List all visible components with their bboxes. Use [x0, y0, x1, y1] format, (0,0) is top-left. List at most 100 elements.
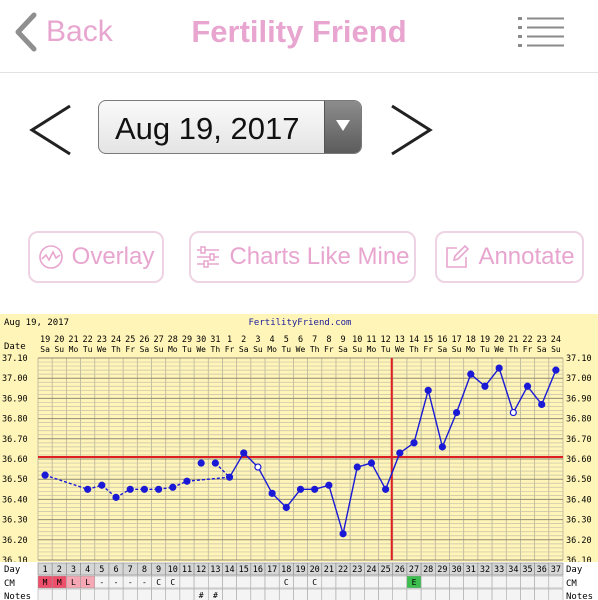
day-number: 24 — [366, 565, 376, 575]
date-label: 29 — [182, 335, 192, 345]
temp-point — [353, 463, 361, 471]
day-number: 20 — [310, 565, 320, 575]
back-button[interactable]: Back — [12, 12, 113, 52]
day-number: 4 — [85, 565, 90, 575]
weekday-label: Sa — [338, 345, 348, 354]
overlay-label: Overlay — [71, 243, 155, 270]
date-label: 20 — [54, 335, 64, 345]
notes-cell — [477, 588, 493, 600]
notes-cell — [364, 588, 379, 600]
cm-cell — [208, 575, 223, 589]
temp-line-segment — [427, 390, 444, 448]
temp-point — [552, 366, 560, 374]
day-number: 36 — [537, 565, 547, 575]
date-label: 23 — [537, 335, 547, 345]
date-label: 10 — [352, 335, 362, 345]
date-label: 12 — [381, 335, 391, 345]
temp-line-segment — [498, 367, 515, 413]
temp-point — [495, 364, 503, 372]
cm-value: C — [170, 578, 175, 587]
date-label: 31 — [210, 335, 220, 345]
weekday-label: We — [97, 345, 107, 354]
cm-value: - — [114, 578, 119, 587]
temp-line-segment — [285, 488, 302, 508]
weekday-label: Sa — [438, 345, 448, 354]
day-row-label: Day — [4, 565, 21, 575]
temp-point — [155, 485, 163, 493]
date-label: 15 — [423, 335, 433, 345]
temp-point — [84, 485, 92, 493]
y-tick-label: 36.50 — [2, 475, 28, 485]
charts-like-mine-label: Charts Like Mine — [229, 243, 410, 270]
y-tick-label: 36.90 — [2, 394, 28, 404]
weekday-label: Fr — [225, 345, 235, 354]
temp-point — [254, 463, 262, 471]
notes-cell — [321, 588, 337, 600]
notes-cell — [307, 588, 323, 600]
temp-point — [367, 459, 376, 467]
y-tick-label: 36.60 — [2, 455, 28, 465]
cm-cell — [236, 575, 252, 589]
date-label: 26 — [139, 335, 149, 345]
notes-cell — [449, 588, 464, 600]
weekday-label: Tu — [281, 345, 291, 354]
notes-cell — [66, 588, 81, 600]
dropdown-button[interactable] — [324, 101, 361, 153]
weekday-label: We — [196, 345, 206, 354]
day-number: 30 — [451, 565, 461, 575]
date-select[interactable]: Aug 19, 2017 — [98, 100, 362, 154]
date-label: 6 — [298, 335, 303, 345]
charts-like-mine-button[interactable]: Charts Like Mine — [189, 231, 416, 283]
day-number: 31 — [466, 565, 476, 575]
date-label: 28 — [168, 335, 178, 345]
chevron-left-icon — [15, 12, 37, 52]
temp-point — [523, 382, 532, 390]
annotate-button[interactable]: Annotate — [435, 231, 584, 283]
temp-line-segment — [441, 412, 458, 448]
cm-cell — [477, 575, 493, 589]
date-label: 13 — [395, 335, 405, 345]
date-value: Aug 19, 2017 — [115, 111, 300, 146]
notes-cell — [179, 588, 195, 600]
cm-cell — [222, 575, 237, 589]
notes-cell — [222, 588, 237, 600]
date-label: 18 — [466, 335, 476, 345]
temp-point — [410, 439, 418, 447]
overlay-button[interactable]: Overlay — [28, 231, 164, 283]
day-number: 23 — [352, 565, 362, 575]
notes-cell — [548, 588, 564, 600]
day-number: 13 — [210, 565, 220, 575]
notes-value: # — [199, 591, 204, 600]
weekday-label: Tu — [83, 345, 93, 354]
date-label: 21 — [508, 335, 518, 345]
list-menu-icon[interactable] — [518, 14, 564, 48]
temp-point — [197, 459, 205, 467]
cm-cell — [179, 575, 195, 589]
day-number: 29 — [437, 565, 447, 575]
y-tick-label-right: 36.20 — [566, 536, 592, 546]
chevron-right-icon[interactable] — [386, 102, 436, 158]
temp-line-segment — [541, 369, 557, 405]
y-tick-label-right: 36.10 — [566, 556, 592, 566]
top-bar: Back Fertility Friend — [0, 0, 598, 73]
temp-point — [481, 382, 489, 390]
temp-point — [98, 481, 106, 489]
temp-line-segment — [257, 466, 273, 494]
chevron-left-icon[interactable] — [26, 102, 76, 158]
temp-line-segment — [186, 476, 230, 482]
weekday-label: Mo — [466, 345, 476, 354]
temp-line-segment — [44, 474, 88, 490]
day-number: 14 — [224, 565, 234, 575]
day-number: 7 — [128, 565, 133, 575]
day-number: 12 — [196, 565, 206, 575]
cm-row-label-right: CM — [566, 579, 577, 589]
temp-line-segment — [413, 390, 429, 444]
date-label: 16 — [437, 335, 447, 345]
day-number: 2 — [57, 565, 62, 575]
y-tick-label-right: 36.70 — [566, 435, 592, 445]
temp-point — [467, 370, 475, 378]
notes-cell — [37, 588, 53, 600]
cm-cell — [378, 575, 393, 589]
notes-cell — [51, 588, 67, 600]
notes-cell — [137, 588, 152, 600]
